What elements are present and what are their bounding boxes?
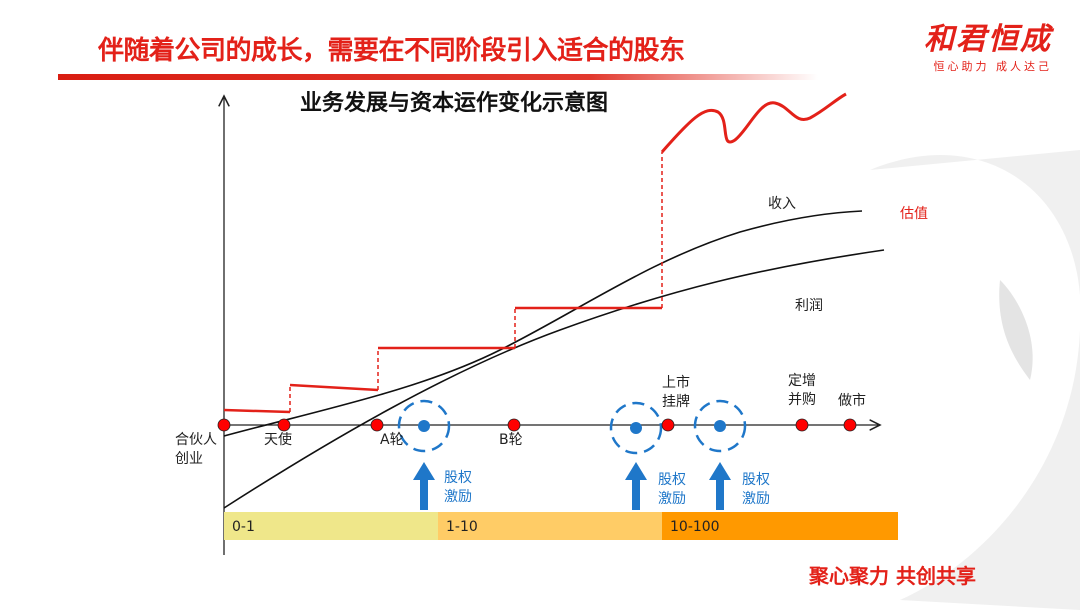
revenue-curve [223,210,863,437]
diagram-title: 业务发展与资本运作变化示意图 [300,90,608,116]
valuation-step-curve [223,92,847,414]
brand-name: 和君恒成 [924,22,1052,57]
brand-slogan: 恒心助力 成人达己 [933,60,1052,73]
incentive-label-2: 股权激励 [658,472,686,507]
milestone-dot-market-making [843,418,857,432]
stage-label-10-100: 10-100 [670,519,720,535]
slide-footer-slogan: 聚心聚力 共创共享 [809,564,976,588]
milestone-label-a-round: A轮 [380,432,404,448]
incentive-arrow-1 [413,462,435,510]
milestone-dot-listing [661,418,675,432]
milestone-dot-b-round [507,418,521,432]
stage-band-0-1 [224,512,438,540]
incentive-marker-1 [397,399,451,453]
slide-title: 伴随着公司的成长，需要在不同阶段引入适合的股东 [98,36,685,66]
milestone-dot-placement [795,418,809,432]
stage-band-10-100 [662,512,898,540]
title-underline [58,74,818,80]
milestone-label-founding: 合伙人创业 [175,432,217,467]
watermark-flower [999,280,1033,380]
milestone-dot-a-round [370,418,384,432]
milestone-label-b-round: B轮 [499,432,523,448]
incentive-marker-3 [693,399,747,453]
profit-label: 利润 [795,298,823,314]
stage-label-1-10: 1-10 [446,519,478,535]
watermark-brush-arc [870,150,1080,610]
profit-curve [223,249,885,509]
revenue-label: 收入 [768,196,796,212]
incentive-marker-2 [609,401,663,455]
incentive-arrow-3 [709,462,731,510]
incentive-label-3: 股权激励 [742,472,770,507]
milestone-label-market-making: 做市 [838,392,866,409]
incentive-arrow-2 [625,462,647,510]
valuation-label: 估值 [900,206,928,222]
incentive-label-1: 股权激励 [444,470,472,505]
stage-label-0-1: 0-1 [232,519,255,535]
milestone-dot-angel [277,418,291,432]
brand-logo: 和君恒成 恒心助力 成人达己 [852,24,1052,74]
stage-band-1-10 [438,512,662,540]
milestone-label-angel: 天使 [264,431,292,448]
milestone-label-listing: 上市挂牌 [662,374,690,410]
milestone-dot-founding [217,418,231,432]
milestone-label-placement: 定增并购 [788,373,816,408]
